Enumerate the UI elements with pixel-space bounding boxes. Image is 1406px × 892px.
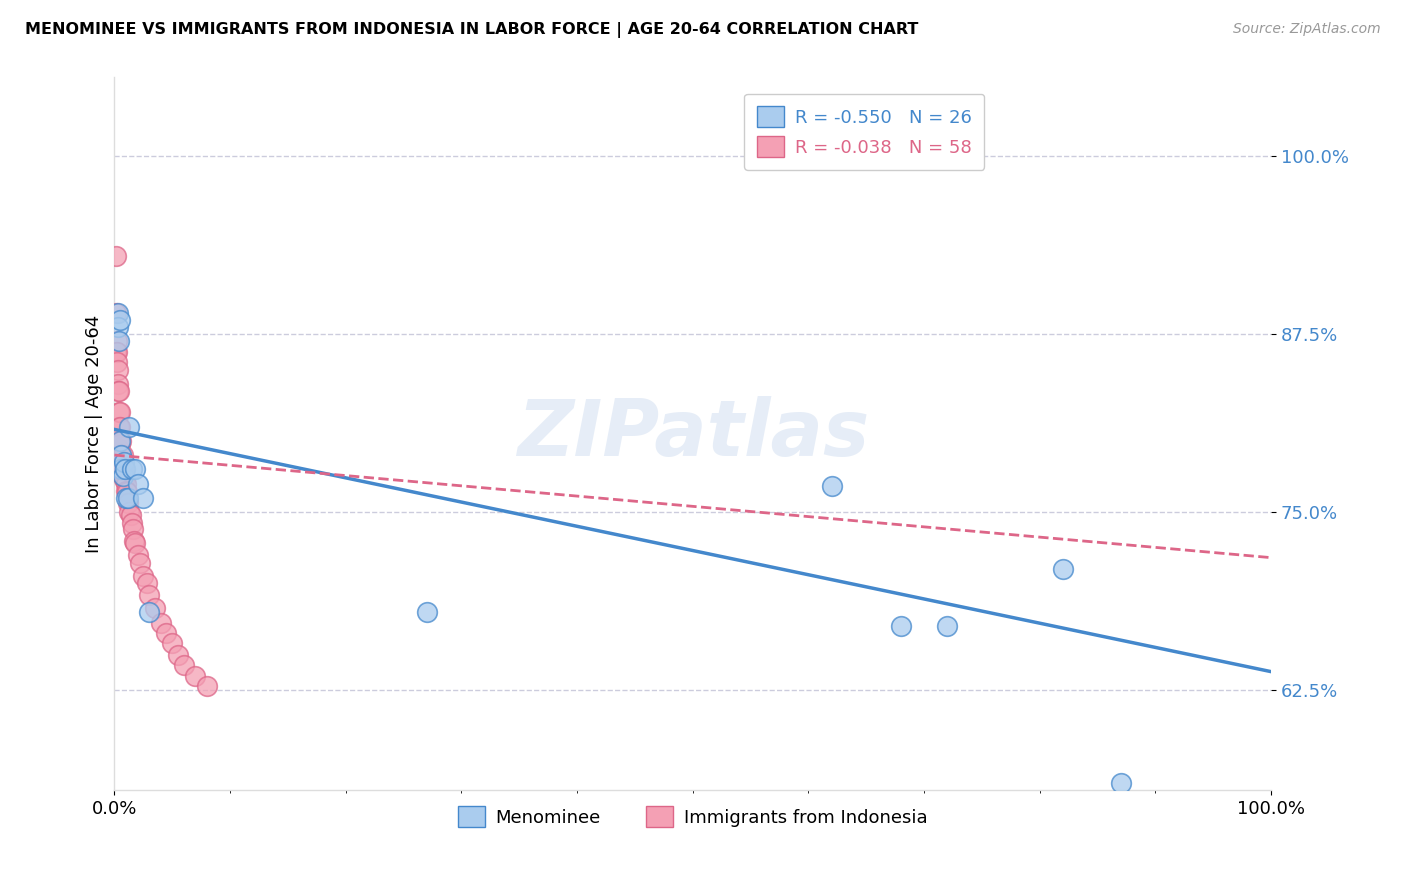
Point: [108, 334, 131, 348]
Point: [415, 605, 437, 619]
Point: [105, 355, 128, 369]
Point: [107, 362, 129, 376]
Point: [110, 462, 132, 476]
Point: [108, 419, 131, 434]
Point: [138, 605, 160, 619]
Point: [167, 648, 190, 662]
Point: [117, 496, 139, 510]
Point: [107, 319, 129, 334]
Point: [890, 619, 912, 633]
Point: [110, 448, 132, 462]
Point: [112, 455, 135, 469]
Point: [124, 536, 146, 550]
Point: [115, 485, 138, 500]
Point: [127, 548, 149, 562]
Point: [138, 588, 160, 602]
Point: [122, 522, 145, 536]
Point: [108, 436, 131, 450]
Point: [107, 441, 129, 455]
Point: [1109, 776, 1132, 790]
Point: [115, 476, 138, 491]
Point: [108, 384, 131, 398]
Point: [115, 491, 138, 505]
Point: [108, 419, 131, 434]
Point: [108, 312, 131, 326]
Point: [108, 434, 131, 448]
Point: [135, 576, 157, 591]
Point: [107, 384, 129, 398]
Point: [128, 557, 150, 571]
Point: [149, 616, 172, 631]
Point: [195, 679, 218, 693]
Point: [936, 619, 959, 633]
Point: [1052, 562, 1074, 576]
Point: [118, 505, 141, 519]
Point: [111, 448, 134, 462]
Point: [112, 462, 135, 476]
Point: [118, 419, 141, 434]
Point: [108, 405, 131, 419]
Point: [104, 345, 127, 359]
Point: [104, 249, 127, 263]
Point: [112, 472, 135, 486]
Point: [120, 508, 142, 522]
Point: [173, 657, 195, 672]
Legend: Menominee, Immigrants from Indonesia: Menominee, Immigrants from Indonesia: [450, 799, 935, 834]
Point: [110, 434, 132, 448]
Point: [121, 516, 143, 531]
Point: [132, 491, 155, 505]
Point: [121, 462, 143, 476]
Point: [107, 376, 129, 391]
Point: [132, 569, 155, 583]
Point: [107, 305, 129, 319]
Point: [108, 405, 131, 419]
Point: [111, 459, 134, 474]
Point: [117, 491, 139, 505]
Point: [122, 533, 145, 548]
Point: [105, 334, 128, 348]
Point: [143, 600, 166, 615]
Point: [104, 305, 127, 319]
Point: [184, 669, 207, 683]
Text: Source: ZipAtlas.com: Source: ZipAtlas.com: [1233, 22, 1381, 37]
Point: [114, 462, 136, 476]
Point: [127, 476, 149, 491]
Point: [110, 448, 132, 462]
Text: MENOMINEE VS IMMIGRANTS FROM INDONESIA IN LABOR FORCE | AGE 20-64 CORRELATION CH: MENOMINEE VS IMMIGRANTS FROM INDONESIA I…: [25, 22, 918, 38]
Y-axis label: In Labor Force | Age 20-64: In Labor Force | Age 20-64: [86, 315, 103, 553]
Point: [114, 471, 136, 485]
Point: [162, 636, 184, 650]
Point: [124, 462, 146, 476]
Point: [820, 479, 842, 493]
Point: [105, 345, 128, 359]
Point: [111, 469, 134, 483]
Point: [155, 626, 177, 640]
Text: ZIPatlas: ZIPatlas: [516, 396, 869, 472]
Point: [115, 483, 138, 498]
